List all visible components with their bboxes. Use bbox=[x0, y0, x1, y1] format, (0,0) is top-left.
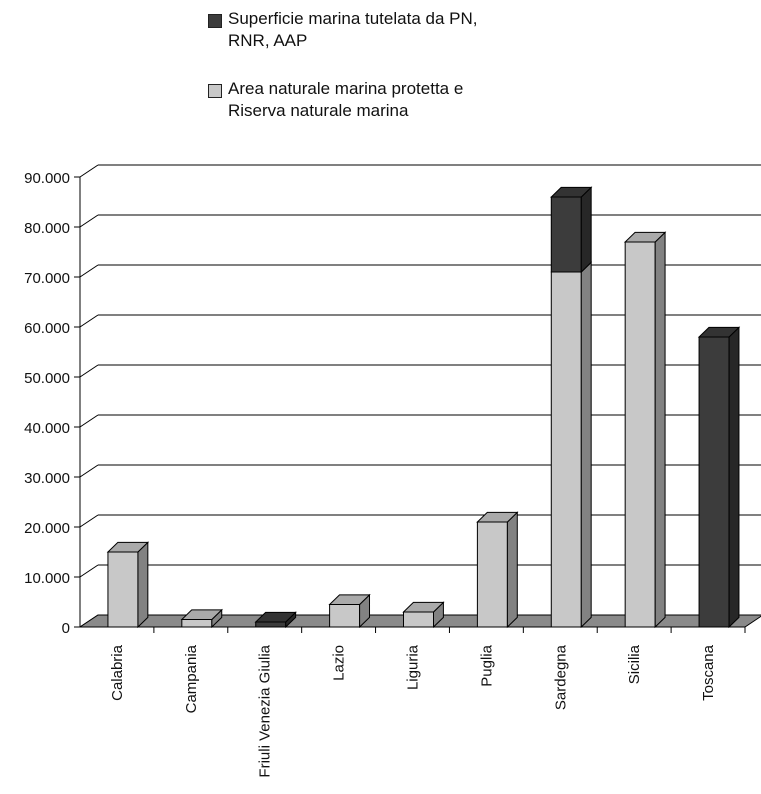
y-tick-label: 0 bbox=[62, 620, 70, 637]
y-tick-label: 80.000 bbox=[24, 220, 70, 237]
bar-calabria-series-0 bbox=[107, 551, 139, 628]
x-tick-label-campania: Campania bbox=[183, 644, 200, 713]
x-tick-label-sicilia: Sicilia bbox=[626, 644, 643, 684]
x-tick-label-friuli-venezia-giulia: Friuli Venezia Giulia bbox=[257, 644, 274, 777]
gridline-depth bbox=[79, 314, 99, 328]
bar-sardegna-series-0 bbox=[550, 271, 582, 628]
y-tick-label: 60.000 bbox=[24, 320, 70, 337]
bar-top-toscana bbox=[697, 326, 741, 338]
gridline-depth bbox=[79, 564, 99, 578]
legend-label-line2: Riserva naturale marina bbox=[228, 101, 409, 120]
bar-campania-series-0 bbox=[181, 619, 213, 628]
y-tick-label: 20.000 bbox=[24, 520, 70, 537]
y-tick-label: 10.000 bbox=[24, 570, 70, 587]
y-tick-label: 40.000 bbox=[24, 420, 70, 437]
gridline-depth bbox=[79, 414, 99, 428]
bar-sardegna-series-1 bbox=[550, 196, 582, 273]
y-tick-label: 70.000 bbox=[24, 270, 70, 287]
x-tick-label-calabria: Calabria bbox=[109, 644, 126, 701]
bar-sicilia-series-0 bbox=[624, 241, 656, 628]
y-tick-label: 30.000 bbox=[24, 470, 70, 487]
bar-top-liguria bbox=[402, 601, 445, 613]
bar-side-sicilia-series-0 bbox=[654, 231, 666, 629]
bar-top-puglia bbox=[476, 511, 519, 523]
bar-side-toscana-series-1 bbox=[728, 326, 740, 629]
gridline-depth bbox=[79, 464, 99, 478]
bar-liguria-series-0 bbox=[403, 611, 434, 628]
gridline-depth bbox=[79, 264, 99, 278]
bar-side-sardegna-series-0 bbox=[580, 261, 592, 629]
bar-top-sardegna bbox=[550, 186, 593, 198]
gridline-depth bbox=[79, 514, 99, 528]
y-tick-label: 90.000 bbox=[24, 170, 70, 187]
bar-top-calabria bbox=[106, 541, 150, 553]
legend-label-line1: Area naturale marina protetta e bbox=[228, 79, 464, 98]
bar-top-friuli-venezia-giulia bbox=[254, 611, 297, 623]
bar-side-calabria-series-0 bbox=[137, 541, 149, 629]
x-tick-label-liguria: Liguria bbox=[405, 644, 422, 690]
legend-swatch-dark bbox=[208, 14, 222, 28]
gridline-depth bbox=[79, 214, 99, 228]
bar-top-lazio bbox=[328, 594, 371, 605]
bar-puglia-series-0 bbox=[476, 521, 508, 628]
bar-side-sardegna-series-1 bbox=[580, 186, 592, 274]
gridline-depth bbox=[79, 164, 99, 178]
legend-item-area-naturale: Area naturale marina protetta e Riserva … bbox=[208, 78, 548, 122]
bar-lazio-series-0 bbox=[329, 604, 361, 628]
x-tick-label-puglia: Puglia bbox=[478, 644, 495, 686]
x-tick-label-sardegna: Sardegna bbox=[552, 644, 569, 710]
legend-swatch-light bbox=[208, 84, 222, 98]
legend-item-superficie: Superficie marina tutelata da PN, RNR, A… bbox=[208, 8, 548, 52]
bar-top-sicilia bbox=[623, 231, 667, 243]
y-tick-label: 50.000 bbox=[24, 370, 70, 387]
x-tick-label-toscana: Toscana bbox=[700, 644, 717, 701]
bar-top-campania bbox=[180, 609, 223, 620]
legend-label-line2: RNR, AAP bbox=[228, 31, 308, 50]
bar-side-puglia-series-0 bbox=[506, 511, 518, 629]
gridline-depth bbox=[79, 364, 99, 378]
x-tick-label-lazio: Lazio bbox=[331, 645, 348, 681]
legend-label-line1: Superficie marina tutelata da PN, bbox=[228, 9, 478, 28]
bar-toscana-series-1 bbox=[698, 336, 730, 628]
bar-friuli-venezia-giulia-series-1 bbox=[255, 621, 287, 628]
